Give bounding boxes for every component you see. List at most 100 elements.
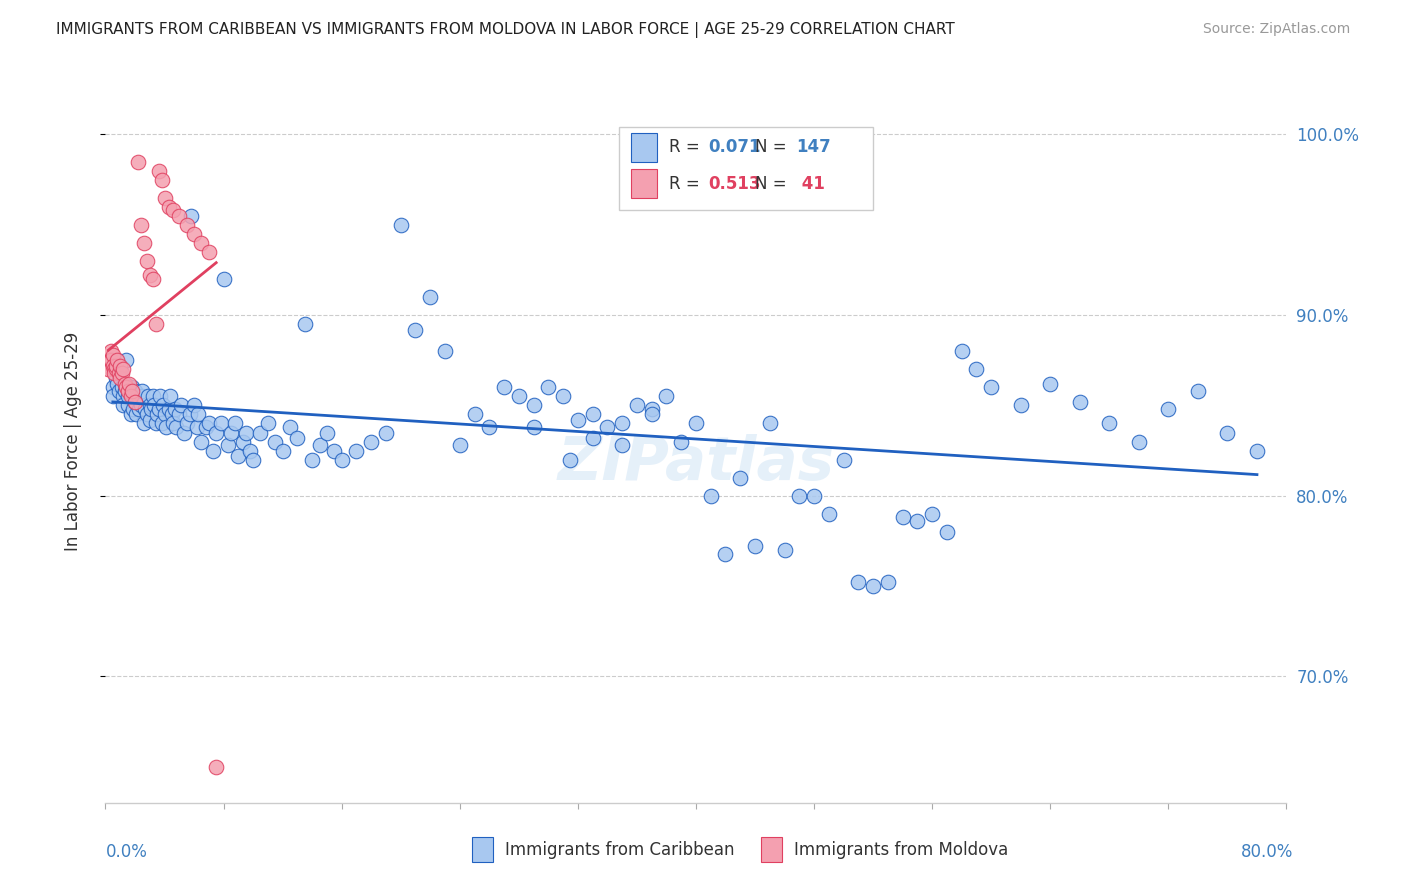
Text: 147: 147 xyxy=(796,138,831,156)
Point xyxy=(105,376,128,391)
Point xyxy=(170,398,193,412)
Point xyxy=(1098,417,1121,431)
Point xyxy=(759,417,782,431)
Point xyxy=(1010,398,1032,412)
Point xyxy=(103,366,125,380)
Point xyxy=(120,408,142,422)
Point xyxy=(157,200,180,214)
Point xyxy=(965,362,987,376)
Point xyxy=(153,191,176,205)
Point xyxy=(190,235,212,250)
Point xyxy=(124,394,146,409)
Point xyxy=(114,376,136,391)
Point xyxy=(186,420,208,434)
Point xyxy=(97,362,120,376)
Text: 0.071: 0.071 xyxy=(707,138,761,156)
Point xyxy=(278,420,301,434)
Bar xyxy=(471,837,494,863)
Point xyxy=(877,575,900,590)
Point xyxy=(891,510,914,524)
Point xyxy=(249,425,271,440)
Point xyxy=(135,253,157,268)
Point xyxy=(152,398,174,412)
Point xyxy=(131,389,153,403)
Point xyxy=(699,489,723,503)
Point xyxy=(433,344,456,359)
Bar xyxy=(761,837,782,863)
Point xyxy=(1157,402,1180,417)
Point xyxy=(610,438,633,452)
Point xyxy=(330,452,353,467)
Point xyxy=(787,489,810,503)
Point xyxy=(832,452,855,467)
Point xyxy=(190,434,212,449)
Point xyxy=(163,402,186,417)
Point xyxy=(209,417,232,431)
Point xyxy=(145,317,167,331)
Point xyxy=(730,470,752,484)
Point xyxy=(818,507,841,521)
Point xyxy=(114,376,136,391)
Point xyxy=(117,384,139,398)
Point xyxy=(101,348,124,362)
Point xyxy=(138,398,162,412)
Point xyxy=(100,353,122,368)
Point xyxy=(224,417,246,431)
Point xyxy=(127,389,149,403)
Point xyxy=(150,172,173,186)
Text: Source: ZipAtlas.com: Source: ZipAtlas.com xyxy=(1202,22,1350,37)
Point xyxy=(308,438,330,452)
Point xyxy=(714,547,737,561)
Point xyxy=(405,322,427,336)
Point xyxy=(803,489,825,503)
Point xyxy=(160,408,183,422)
Point xyxy=(1128,434,1150,449)
Point xyxy=(1039,376,1062,391)
Point xyxy=(165,420,187,434)
Point xyxy=(101,380,124,394)
Point xyxy=(1069,394,1091,409)
Point xyxy=(107,366,129,380)
Point xyxy=(187,408,209,422)
Point xyxy=(478,420,501,434)
Point xyxy=(176,417,198,431)
Text: R =: R = xyxy=(669,138,704,156)
Point xyxy=(212,272,235,286)
Point xyxy=(626,398,648,412)
Point xyxy=(980,380,1002,394)
Point xyxy=(232,434,254,449)
Point xyxy=(111,366,134,380)
Point xyxy=(217,438,239,452)
Point xyxy=(523,420,546,434)
Point xyxy=(117,389,139,403)
Point xyxy=(117,398,139,412)
Point xyxy=(315,425,337,440)
Point xyxy=(124,394,146,409)
Point xyxy=(773,542,796,557)
Point xyxy=(110,359,132,373)
Point xyxy=(145,417,167,431)
Point xyxy=(205,425,228,440)
Point xyxy=(143,398,166,412)
Point xyxy=(239,443,262,458)
Point xyxy=(346,443,368,458)
Point xyxy=(641,408,664,422)
Point xyxy=(242,452,264,467)
Point xyxy=(115,353,138,368)
Point xyxy=(1216,425,1239,440)
Point xyxy=(105,353,128,368)
Text: ZIPatlas: ZIPatlas xyxy=(557,434,835,492)
Point xyxy=(419,290,441,304)
Point xyxy=(110,366,132,380)
Point xyxy=(111,380,134,394)
Point xyxy=(641,402,664,417)
Point xyxy=(142,389,165,403)
Point xyxy=(389,218,412,232)
Bar xyxy=(631,133,657,162)
Point xyxy=(197,244,219,259)
Point xyxy=(121,389,143,403)
Point xyxy=(98,353,121,368)
Point xyxy=(257,417,280,431)
Point xyxy=(125,408,148,422)
Point xyxy=(846,575,869,590)
